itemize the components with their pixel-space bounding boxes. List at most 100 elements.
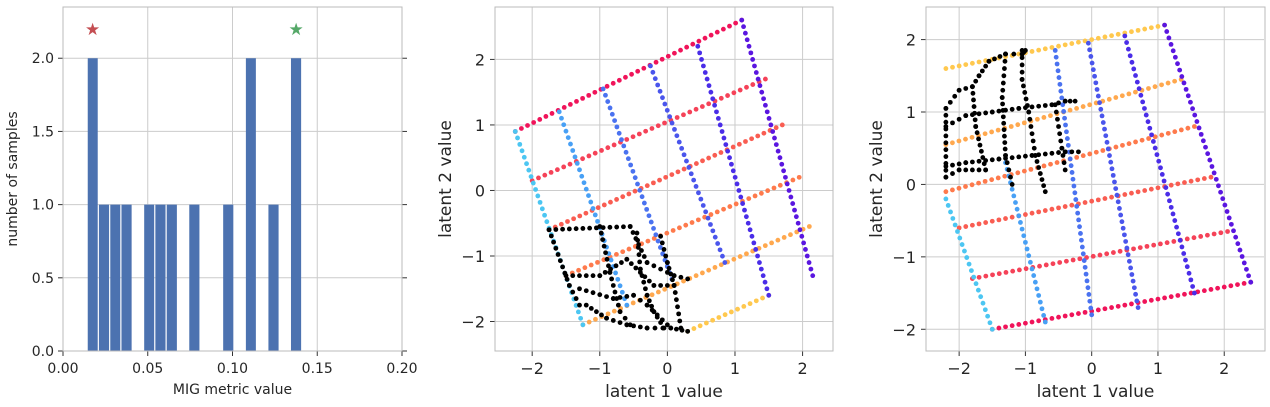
scatter-1-column-point — [721, 135, 727, 141]
scatter-2-row-point — [1037, 263, 1042, 269]
scatter-1-black-point — [676, 311, 682, 317]
scatter-1-black-point — [624, 322, 630, 328]
scatter-1-row-point — [601, 202, 607, 208]
scatter-1-black-point — [622, 315, 628, 321]
scatter-2-black-point — [1001, 73, 1007, 79]
scatter-2-row-point — [1120, 142, 1125, 148]
scatter-1-column-point — [790, 201, 796, 206]
scatter-2-black-point — [1009, 182, 1015, 187]
scatter-2-column-point — [1082, 264, 1088, 270]
scatter-1-column-point — [607, 105, 613, 111]
scatter-2-black-point — [974, 130, 980, 136]
scatter-1-black-point — [634, 230, 640, 236]
scatter-1-black-point — [560, 264, 565, 270]
histogram-y-tick-label: 0.5 — [32, 271, 54, 287]
scatter-2-row-point — [1110, 250, 1116, 255]
scatter-1-black-point — [580, 226, 586, 231]
scatter-1-row-point — [777, 182, 783, 188]
scatter-2-column-point — [1211, 170, 1217, 176]
scatter-2-row-point — [1036, 209, 1042, 215]
scatter-1-column-point — [753, 247, 759, 252]
scatter-1-column-point — [684, 158, 689, 164]
scatter-2-column-point — [1098, 106, 1104, 112]
scatter-2-column-point — [1142, 106, 1147, 111]
scatter-1-column-point — [699, 57, 704, 62]
scatter-1-column-point — [613, 270, 618, 276]
scatter-1-column-point — [763, 102, 768, 108]
scatter-1-column-point — [710, 96, 716, 102]
scatter-1-black-point — [672, 290, 678, 295]
scatter-1-black-point — [577, 286, 582, 292]
scatter-2-row-point — [956, 63, 962, 69]
scatter-2-column-point — [1105, 146, 1111, 152]
scatter-2-row-point — [982, 131, 988, 137]
scatter-2-black-point — [1072, 98, 1078, 104]
scatter-1-black-point — [607, 269, 613, 275]
scatter-2-row-point — [1142, 299, 1148, 304]
scatter-2-row-point — [950, 187, 955, 193]
scatter-2-column-point — [1216, 183, 1221, 189]
scatter-2-column-point — [1122, 232, 1127, 238]
scatter-2-row-point — [1008, 124, 1014, 129]
scatter-1-black-point — [661, 325, 667, 331]
scatter-2-column-point — [1185, 93, 1191, 99]
scatter-2-black-point — [950, 162, 955, 168]
scatter-2-row-point — [1015, 170, 1021, 176]
scatter-1-column-point — [810, 273, 816, 279]
scatter-1-column-point — [619, 289, 625, 295]
scatter-1-row-point — [630, 300, 636, 306]
scatter-2-row-point — [1102, 196, 1108, 201]
scatter-1-column-point — [535, 193, 541, 199]
scatter-1-black-point — [573, 296, 579, 301]
scatter-1-row-point — [708, 212, 714, 217]
scatter-2-column-point — [1131, 66, 1137, 72]
scatter-1-row-point — [710, 317, 716, 323]
scatter-1-row-point — [696, 38, 702, 44]
scatter-2-x-tick-label: 1 — [1153, 359, 1163, 378]
scatter-2-row-point — [1205, 232, 1210, 238]
scatter-1-column-point — [797, 227, 803, 233]
scatter-2-row-point — [1119, 93, 1125, 99]
scatter-2-black-point — [1016, 105, 1022, 111]
scatter-1-black-point — [627, 322, 633, 328]
scatter-1-column-point — [712, 102, 718, 108]
scatter-1-row-point — [733, 20, 739, 26]
scatter-1-column-point — [644, 206, 650, 212]
scatter-2-row-point — [1146, 86, 1151, 91]
scatter-1-black-point — [594, 309, 599, 315]
scatter-1-black-point — [614, 224, 620, 230]
scatter-1-x-tick-label: 1 — [730, 359, 740, 378]
scatter-2-black-point — [976, 158, 982, 164]
scatter-1-row-point — [565, 219, 570, 224]
scatter-2-row-point — [1188, 178, 1194, 184]
scatter-1-row-point — [806, 224, 812, 229]
scatter-2-black-point — [950, 171, 955, 176]
scatter-1-row-point — [543, 114, 549, 119]
scatter-2-row-point — [1182, 180, 1187, 185]
scatter-1-y-tick-label: −1 — [461, 247, 485, 266]
scatter-1-row-point — [567, 161, 573, 167]
scatter-1-row-point — [737, 87, 743, 93]
scatter-2-black-point — [1058, 138, 1064, 144]
scatter-2-row-point — [1142, 26, 1148, 32]
scatter-1-black-point — [651, 263, 657, 269]
scatter-1-column-point — [704, 76, 710, 82]
latent-scatter-panel-1: −2 −1 0 1 2 −2 −1 0 1 2 latent 1 value latent 2 v… — [436, 6, 834, 402]
scatter-1-row-point — [643, 128, 649, 134]
scatter-2-column-point — [1087, 298, 1093, 304]
histogram-bar — [245, 58, 256, 352]
scatter-1-row-point — [718, 150, 724, 155]
scatter-2-row-point — [950, 64, 955, 70]
scatter-2-row-point — [1126, 141, 1132, 147]
scatter-2-column-point — [1166, 35, 1172, 41]
scatter-1-black-point — [670, 277, 675, 283]
scatter-2-row-point — [963, 224, 969, 229]
scatter-2-black-point — [1055, 116, 1060, 122]
scatter-1-black-point — [641, 279, 647, 285]
scatter-1-black-point — [619, 260, 624, 265]
scatter-1-column-point — [581, 180, 587, 186]
scatter-2-column-point — [1087, 47, 1093, 53]
scatter-2-row-point — [1225, 229, 1230, 234]
scatter-2-column-point — [1129, 272, 1135, 277]
scatter-1-column-point — [635, 181, 640, 187]
